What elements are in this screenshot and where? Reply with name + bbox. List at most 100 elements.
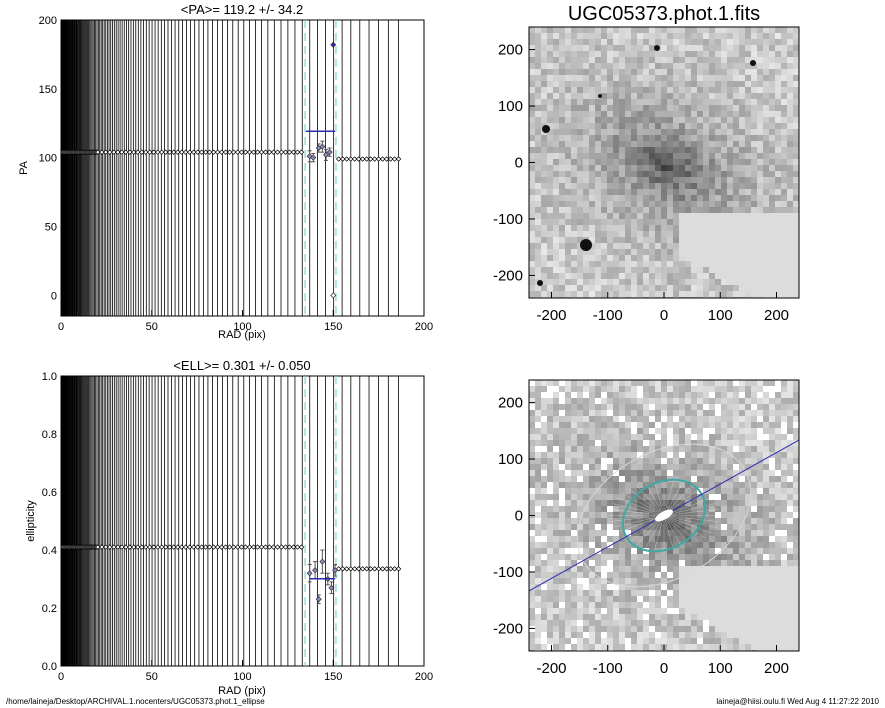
img1-pixel: [661, 111, 667, 117]
img1-pixel: [715, 33, 721, 39]
img1-pixel: [613, 33, 619, 39]
img2-pixel: [703, 488, 709, 494]
img1-pixel: [739, 195, 745, 201]
img1-pixel: [649, 57, 655, 63]
img1-pixel: [757, 153, 763, 159]
img1-pixel: [775, 261, 781, 267]
img2-pixel: [529, 428, 535, 434]
img1-pixel: [583, 279, 589, 285]
img2-pixel: [547, 464, 553, 470]
img2-pixel: [583, 620, 589, 626]
img1-pixel: [547, 291, 553, 297]
img1-pixel: [757, 249, 763, 255]
img1-pixel: [583, 201, 589, 207]
img2-pixel: [733, 644, 739, 650]
img1-pixel: [649, 135, 655, 141]
img2-pixel: [709, 410, 715, 416]
img1-pixel: [793, 63, 799, 69]
img1-pixel: [595, 27, 601, 33]
img2-pixel: [739, 626, 745, 632]
img1-pixel: [595, 129, 601, 135]
img2-pixel: [727, 620, 733, 626]
img1-pixel: [751, 63, 757, 69]
img2-pixel: [763, 560, 769, 566]
img2-pixel: [691, 440, 697, 446]
img1-pixel: [763, 129, 769, 135]
img1-pixel: [607, 99, 613, 105]
img2-pixel: [661, 476, 667, 482]
img2-pixel: [721, 548, 727, 554]
img1-pixel: [661, 213, 667, 219]
img1-pixel: [649, 171, 655, 177]
img2-pixel: [541, 398, 547, 404]
img1-pixel: [547, 87, 553, 93]
img1-pixel: [733, 237, 739, 243]
img2-pixel: [751, 440, 757, 446]
img2-pixel: [583, 524, 589, 530]
img1-pixel: [745, 207, 751, 213]
img1-pixel: [583, 291, 589, 297]
img2-pixel: [775, 608, 781, 614]
img1-pixel: [697, 171, 703, 177]
img2-pixel: [589, 536, 595, 542]
img2-pixel: [583, 464, 589, 470]
img1-pixel: [661, 105, 667, 111]
img1-pixel: [553, 33, 559, 39]
img1-pixel: [577, 255, 583, 261]
pa-point: [336, 156, 342, 162]
img2-pixel: [673, 404, 679, 410]
img1-pixel: [793, 117, 799, 123]
img2-pixel: [781, 380, 787, 386]
img2-pixel: [571, 590, 577, 596]
img2-pixel: [793, 548, 799, 554]
img1-pixel: [643, 189, 649, 195]
img2-pixel: [625, 464, 631, 470]
img2-pixel: [703, 482, 709, 488]
img2-pixel: [745, 440, 751, 446]
img1-pixel: [583, 177, 589, 183]
img2-pixel: [787, 530, 793, 536]
img1-pixel: [733, 219, 739, 225]
img2-pixel: [697, 428, 703, 434]
img2-pixel: [643, 500, 649, 506]
img1-pixel: [583, 273, 589, 279]
img2-pixel: [673, 392, 679, 398]
img2-pixel: [601, 416, 607, 422]
img1-pixel: [577, 195, 583, 201]
img2-pixel: [529, 500, 535, 506]
img2-pixel: [583, 482, 589, 488]
img1-pixel: [643, 291, 649, 297]
img1-pixel: [553, 159, 559, 165]
pa-point: [359, 156, 366, 162]
img2-pixel: [763, 386, 769, 392]
img1-pixel: [769, 99, 775, 105]
img2-pixel: [751, 608, 757, 614]
pa-point: [127, 149, 133, 155]
img2-pixel: [667, 566, 673, 572]
img1-pixel: [529, 273, 535, 279]
img2-pixel: [763, 590, 769, 596]
img2-pixel: [637, 596, 643, 602]
img2-pixel: [655, 644, 661, 650]
img1-pixel: [613, 87, 619, 93]
img2-pixel: [673, 464, 679, 470]
img1-pixel: [697, 291, 703, 297]
img2-pixel: [673, 578, 679, 584]
img2-pixel: [715, 644, 721, 650]
img2-pixel: [793, 602, 799, 608]
img1-pixel: [559, 105, 565, 111]
img1-pixel: [601, 159, 607, 165]
img1-pixel: [643, 105, 649, 111]
img1-pixel: [661, 87, 667, 93]
img1-pixel: [781, 159, 787, 165]
img1-pixel: [793, 201, 799, 207]
img2-pixel: [655, 458, 661, 464]
img1-pixel: [655, 201, 661, 207]
img1-pixel: [601, 39, 607, 45]
img2-pixel: [775, 386, 781, 392]
pa-point: [226, 149, 233, 155]
img1-pixel: [787, 285, 793, 291]
img1-pixel: [751, 153, 757, 159]
img1-pixel: [673, 51, 679, 57]
img2-pixel: [589, 404, 595, 410]
